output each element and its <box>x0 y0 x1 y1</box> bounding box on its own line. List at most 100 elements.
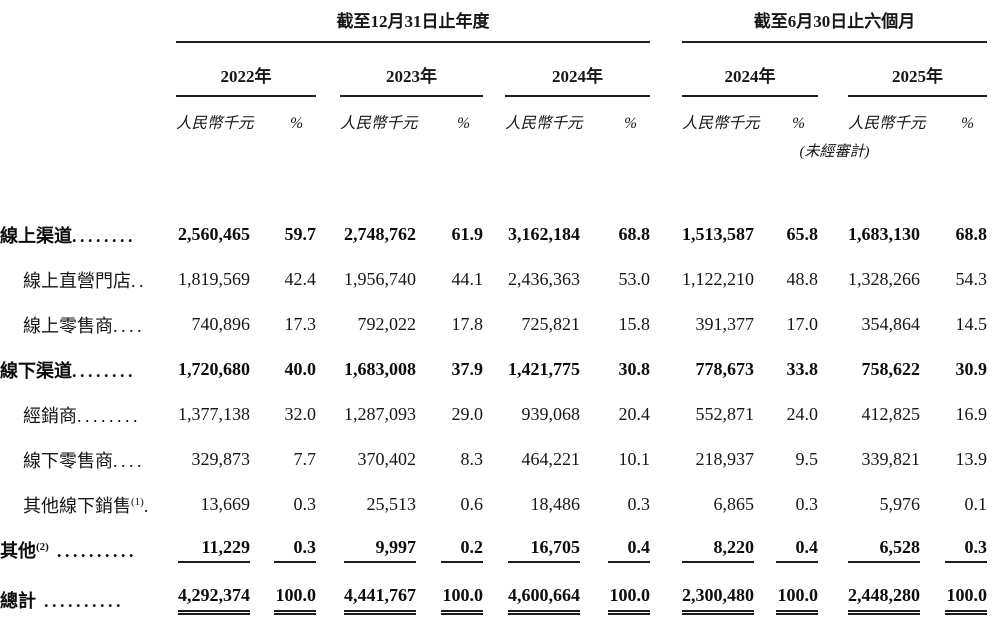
cell-amount: 391,377 <box>682 302 755 347</box>
spacer <box>987 136 1000 170</box>
spacer <box>650 96 682 136</box>
cell-value: 412,825 <box>861 404 921 424</box>
cell-value: 0.4 <box>608 537 650 563</box>
cell-value: 552,871 <box>695 404 755 424</box>
cell-value: 464,221 <box>521 449 581 469</box>
cell-value: 8,220 <box>682 537 754 563</box>
spacer <box>987 572 1000 628</box>
spacer <box>818 96 848 136</box>
cell-value: 0.6 <box>460 494 484 514</box>
cell-percent: 100.0 <box>416 572 483 628</box>
cell-value: 68.8 <box>955 224 988 244</box>
cell-value: 20.4 <box>618 404 651 424</box>
cell-amount: 740,896 <box>176 302 251 347</box>
cell-percent: 0.3 <box>250 527 316 572</box>
cell-value: 24.0 <box>786 404 819 424</box>
row-label-cell: 線上直營門店.. <box>0 257 150 302</box>
cell-value: 354,864 <box>861 314 921 334</box>
cell-amount: 4,292,374 <box>176 572 250 628</box>
year-header-2023: 2023年 <box>340 42 483 97</box>
cell-percent: 17.8 <box>416 302 484 347</box>
spacer <box>818 347 848 392</box>
cell-value: 54.3 <box>955 269 988 289</box>
cell-percent: 0.4 <box>580 527 650 572</box>
cell-percent: 30.8 <box>580 347 651 392</box>
cell-value: 7.7 <box>293 449 317 469</box>
cell-percent: 59.7 <box>250 212 317 257</box>
cell-value: 42.4 <box>284 269 317 289</box>
cell-percent: 37.9 <box>416 347 484 392</box>
spacer <box>150 437 176 482</box>
cell-value: 4,292,374 <box>178 585 250 615</box>
row-label-cell: 總計 .......... <box>0 572 150 628</box>
spacer <box>987 96 1000 136</box>
cell-value: 100.0 <box>441 585 483 615</box>
cell-value: 53.0 <box>618 269 651 289</box>
cell-value: 40.0 <box>284 359 317 379</box>
spacer <box>650 136 682 170</box>
cell-value: 0.3 <box>627 494 651 514</box>
spacer <box>483 482 505 527</box>
spacer <box>0 0 150 42</box>
spacer <box>650 482 682 527</box>
cell-value: 2,448,280 <box>848 585 920 615</box>
unit-header-row: 人民幣千元 % 人民幣千元 % 人民幣千元 % 人民幣千元 % 人民幣千元 % <box>0 96 1000 136</box>
percent-header: % <box>624 115 637 132</box>
cell-value: 5,976 <box>879 494 921 514</box>
cell-value: 1,720,680 <box>178 359 250 379</box>
spacer <box>150 136 176 170</box>
spacer <box>316 257 340 302</box>
cell-value: 218,937 <box>695 449 755 469</box>
table-row-online-retailers: 線上零售商.... 740,896 17.3 792,022 17.8 725,… <box>0 302 1000 347</box>
spacer <box>150 302 176 347</box>
cell-percent: 9.5 <box>750 437 819 482</box>
cell-value: 740,896 <box>191 314 251 334</box>
year-header-row: 2022年 2023年 2024年 2024年 2025年 <box>0 42 1000 97</box>
spacer <box>650 302 682 347</box>
cell-value: 1,421,775 <box>508 359 580 379</box>
cell-percent: 100.0 <box>580 572 650 628</box>
cell-value: 792,022 <box>357 314 417 334</box>
table-row-offline-retailers: 線下零售商.... 329,873 7.7 370,402 8.3 464,22… <box>0 437 1000 482</box>
row-label: 線下渠道 <box>0 360 72 381</box>
row-label-cell: 其他線下銷售(1). <box>0 482 150 527</box>
cell-amount: 3,162,184 <box>505 212 580 257</box>
spacer <box>818 257 848 302</box>
cell-percent: 68.8 <box>580 212 651 257</box>
cell-amount: 1,720,680 <box>176 347 250 392</box>
spacer <box>650 347 682 392</box>
spacer <box>987 302 1000 347</box>
spacer <box>316 42 340 96</box>
period-group-title-annual: 截至12月31日止年度 <box>176 0 650 43</box>
cell-percent: 0.3 <box>580 482 651 527</box>
cell-percent: 16.9 <box>918 392 988 437</box>
year-header-2025-interim: 2025年 <box>848 42 988 97</box>
spacer <box>150 257 176 302</box>
spacer <box>483 96 505 136</box>
cell-value: 13.9 <box>955 449 988 469</box>
spacer <box>987 0 1000 42</box>
table-row-other-offline-sales: 其他線下銷售(1). 13,669 0.3 25,513 0.6 18,486 … <box>0 482 1000 527</box>
cell-percent: 68.8 <box>918 212 988 257</box>
row-label: 其他 <box>0 540 36 561</box>
cell-amount: 1,287,093 <box>340 392 416 437</box>
unaudited-note: (未經審計) <box>799 144 870 160</box>
cell-percent: 8.3 <box>416 437 484 482</box>
spacer <box>650 437 682 482</box>
cell-percent: 0.4 <box>750 527 818 572</box>
spacer <box>987 482 1000 527</box>
cell-percent: 20.4 <box>580 392 651 437</box>
dot-leader: .. <box>131 270 147 291</box>
spacer <box>150 0 176 42</box>
cell-value: 0.3 <box>274 537 316 563</box>
cell-value: 0.2 <box>441 537 483 563</box>
cell-value: 1,122,210 <box>682 269 754 289</box>
cell-value: 0.3 <box>945 537 988 563</box>
cell-value: 1,328,266 <box>848 269 920 289</box>
spacer <box>483 257 505 302</box>
cell-amount: 339,821 <box>848 437 921 482</box>
spacer <box>987 392 1000 437</box>
cell-percent: 17.3 <box>250 302 317 347</box>
dot-leader: ........ <box>77 405 141 426</box>
period-group-row: 截至12月31日止年度 截至6月30日止六個月 <box>0 0 1000 43</box>
